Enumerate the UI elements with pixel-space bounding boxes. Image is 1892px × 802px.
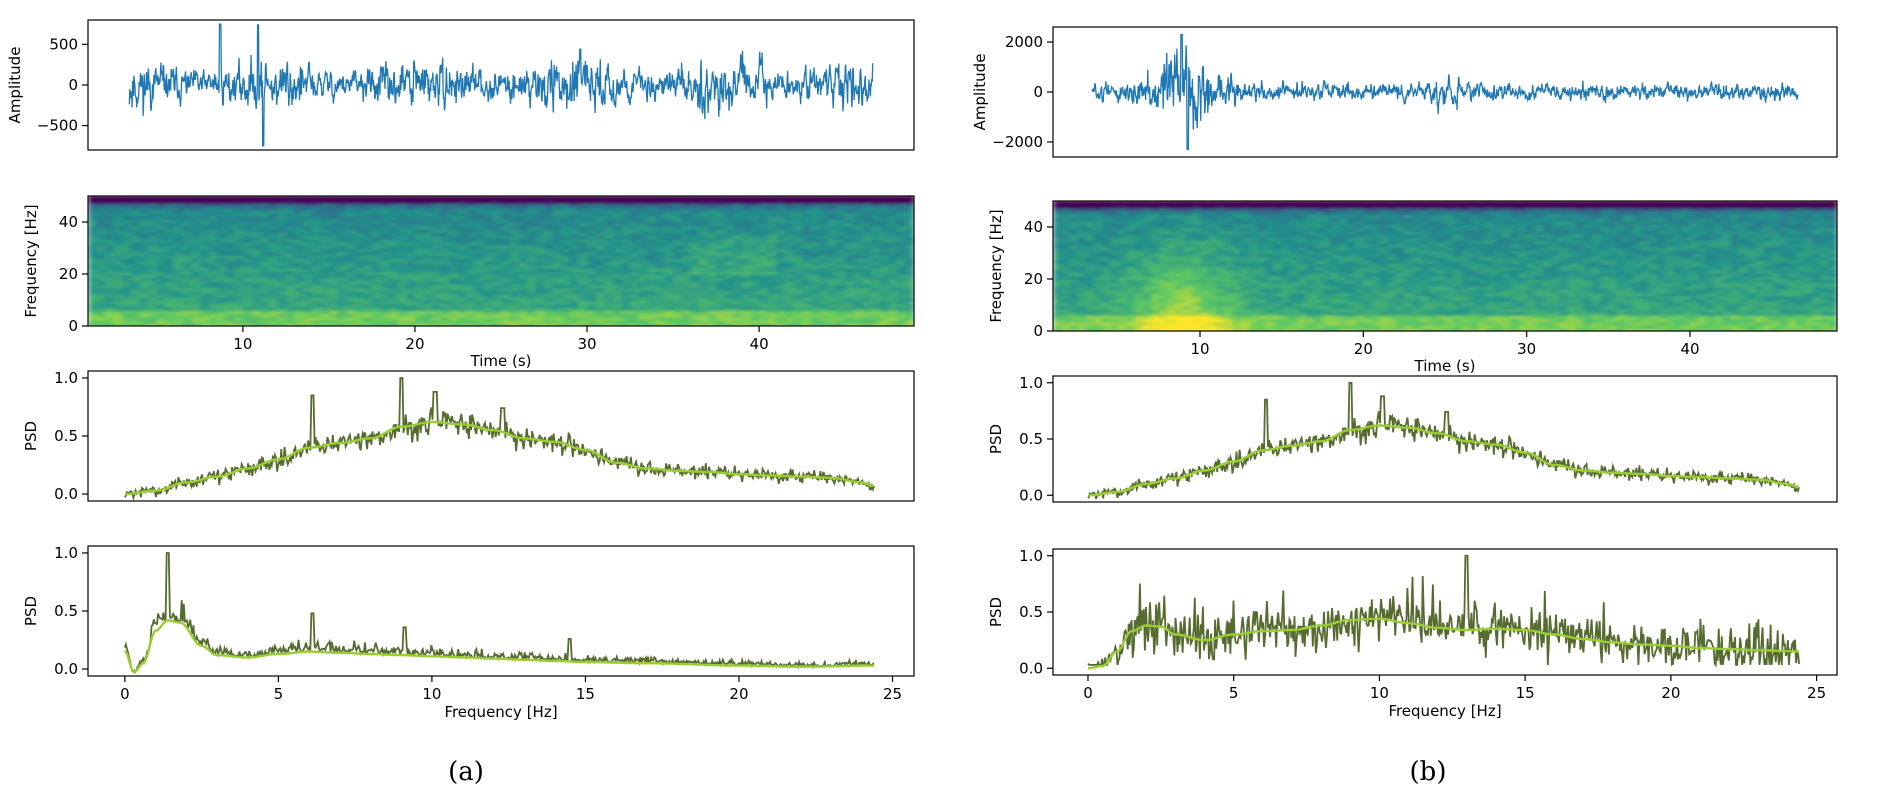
a-spectrogram-xtick-label: 10 — [233, 335, 252, 353]
a-spectrogram-ytick-label: 40 — [59, 213, 78, 231]
b-psd-2-xtick-label: 5 — [1229, 684, 1239, 702]
b-psd-2-ytick-label: 0.5 — [1019, 603, 1043, 621]
a-psd-2-xtick-label: 5 — [274, 685, 284, 703]
a-psd-2-ytick-label: 1.0 — [54, 544, 78, 562]
b-psd-1-raw-series — [1087, 381, 1800, 500]
caption-a: (a) — [448, 757, 484, 787]
b-psd-1-ytick-label: 0.5 — [1019, 430, 1043, 448]
a-spectrogram-frame — [87, 195, 915, 327]
a-psd-2-xtick-label: 25 — [883, 685, 902, 703]
b-spectrogram-ytick-label: 20 — [1024, 270, 1043, 288]
b-psd-2-raw-series — [1087, 554, 1800, 668]
b-spectrogram-xtick-label: 20 — [1354, 340, 1373, 358]
a-psd-2-xtick-label: 0 — [120, 685, 130, 703]
a-psd-1-raw-series — [124, 377, 875, 502]
b-spectrogram-xtick-label: 10 — [1190, 340, 1209, 358]
a-spectrogram-xtick-label: 40 — [750, 335, 769, 353]
b-waveform-ylabel: Amplitude — [971, 54, 989, 131]
a-waveform-series — [128, 23, 874, 147]
a-spectrogram-image — [88, 196, 914, 326]
b-spectrogram-frame — [1052, 200, 1838, 332]
a-psd-1-ytick-label: 0.0 — [54, 485, 78, 503]
b-psd-2-smooth-series — [1087, 617, 1800, 670]
a-psd-2-smooth-series — [123, 619, 875, 674]
a-psd-1-ytick-label: 0.5 — [54, 427, 78, 445]
a-psd-2-raw-series — [123, 552, 875, 674]
caption-b: (b) — [1410, 757, 1447, 787]
a-psd-2-xtick-label: 20 — [729, 685, 748, 703]
a-waveform-ytick-label: 0 — [68, 76, 78, 94]
a-spectrogram-ylabel: Frequency [Hz] — [22, 204, 40, 317]
b-psd-2-xtick-label: 0 — [1083, 684, 1093, 702]
b-spectrogram-ylabel: Frequency [Hz] — [987, 209, 1005, 322]
b-spectrogram-xtick-label: 30 — [1517, 340, 1536, 358]
b-psd-1-frame — [1052, 375, 1838, 503]
b-waveform-series — [1091, 33, 1799, 151]
b-psd-2-xtick-label: 20 — [1661, 684, 1680, 702]
a-psd-2-ytick-label: 0.0 — [54, 660, 78, 678]
b-psd-2-xtick-label: 10 — [1370, 684, 1389, 702]
a-psd-1-ytick-label: 1.0 — [54, 369, 78, 387]
b-waveform-ytick-label: −2000 — [992, 133, 1043, 151]
a-spectrogram-xtick-label: 20 — [405, 335, 424, 353]
b-psd-1-ytick-label: 0.0 — [1019, 486, 1043, 504]
b-waveform-ytick-label: 2000 — [1005, 33, 1043, 51]
a-spectrogram-xtick-label: 30 — [577, 335, 596, 353]
b-spectrogram-xtick-label: 40 — [1680, 340, 1699, 358]
a-spectrogram-ytick-label: 0 — [68, 317, 78, 335]
a-psd-1-ylabel: PSD — [22, 421, 40, 451]
b-psd-1-ytick-label: 1.0 — [1019, 374, 1043, 392]
b-psd-2-xtick-label: 15 — [1516, 684, 1535, 702]
b-psd-2-xtick-label: 25 — [1807, 684, 1826, 702]
a-psd-2-xlabel: Frequency [Hz] — [444, 703, 557, 721]
a-psd-2-ylabel: PSD — [22, 596, 40, 626]
a-psd-1-smooth-series — [124, 420, 875, 496]
b-psd-2-ytick-label: 0.0 — [1019, 659, 1043, 677]
b-waveform-ytick-label: 0 — [1033, 83, 1043, 101]
b-psd-2-ylabel: PSD — [987, 597, 1005, 627]
b-spectrogram-ytick-label: 40 — [1024, 218, 1043, 236]
b-psd-2-xlabel: Frequency [Hz] — [1388, 702, 1501, 720]
a-waveform-ylabel: Amplitude — [6, 47, 24, 124]
b-spectrogram-xlabel: Time (s) — [1414, 357, 1476, 375]
b-spectrogram-image — [1053, 201, 1837, 331]
a-spectrogram-xlabel: Time (s) — [470, 352, 532, 370]
a-psd-2-xtick-label: 10 — [422, 685, 441, 703]
b-psd-2-ytick-label: 1.0 — [1019, 547, 1043, 565]
a-psd-1-frame — [87, 370, 915, 502]
a-psd-2-ytick-label: 0.5 — [54, 602, 78, 620]
a-waveform-ytick-label: 500 — [49, 35, 78, 53]
a-psd-2-xtick-label: 15 — [576, 685, 595, 703]
b-spectrogram-ytick-label: 0 — [1033, 322, 1043, 340]
b-psd-1-smooth-series — [1087, 424, 1800, 497]
a-spectrogram-ytick-label: 20 — [59, 265, 78, 283]
b-psd-1-ylabel: PSD — [987, 424, 1005, 454]
a-waveform-ytick-label: −500 — [37, 117, 78, 135]
